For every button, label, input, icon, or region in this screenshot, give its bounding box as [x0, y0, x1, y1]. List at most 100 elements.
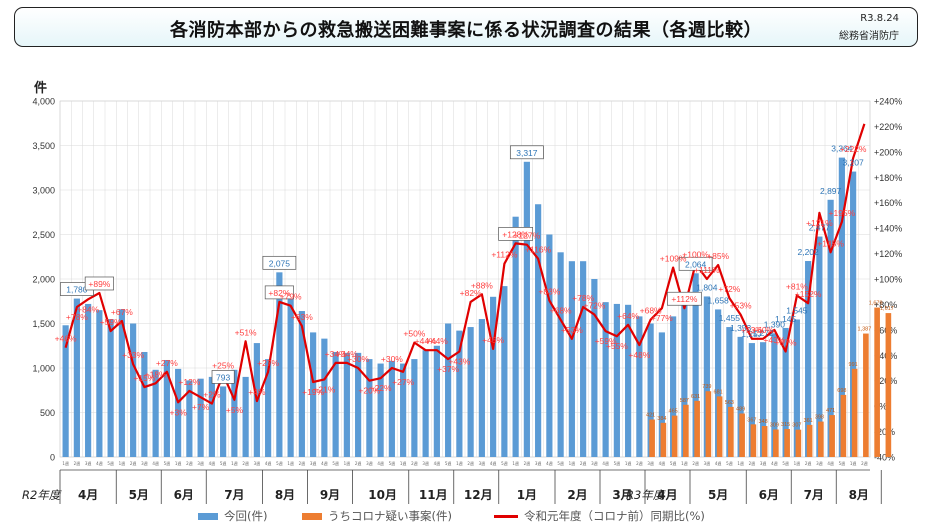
pct-value-label: +60% [752, 325, 774, 335]
bar-main [782, 327, 789, 457]
week-tick-label: 1週 [569, 460, 576, 466]
pct-value-label: +112% [671, 294, 698, 304]
y2-tick-label: +240% [874, 97, 902, 107]
bar-value-label: 1,545 [786, 305, 808, 315]
pct-value-label: +78% [572, 293, 594, 303]
pct-value-label: +50% [403, 329, 425, 339]
bar-covid [851, 368, 858, 457]
pct-value-label: +53% [730, 301, 752, 311]
bar-main [265, 359, 272, 457]
month-label: 5月 [708, 488, 728, 502]
y2-tick-label: +220% [874, 122, 902, 132]
bar-main [411, 359, 418, 457]
week-tick-label: 1週 [175, 460, 182, 466]
pct-value-label: +45% [482, 335, 504, 345]
bar-main [433, 345, 440, 457]
pct-value-label: +63% [291, 312, 313, 322]
y-tick-label: 1,500 [32, 319, 55, 329]
bar-main [580, 261, 587, 457]
pct-value-label: +27% [257, 358, 279, 368]
pct-value-label: +7% [192, 402, 210, 412]
bar-covid [818, 421, 824, 457]
month-label: 10月 [368, 488, 397, 502]
month-label: 7月 [224, 488, 244, 502]
pct-value-label: +85% [707, 251, 729, 261]
week-tick-label: 4週 [377, 460, 384, 466]
bar-main [445, 323, 452, 457]
bar-covid [694, 400, 700, 457]
pct-value-label: +33% [122, 350, 144, 360]
bar-main [400, 363, 407, 457]
covid-value-label: 367 [747, 417, 756, 423]
pct-value-label: +55% [606, 341, 628, 351]
pct-value-label: +20% [358, 386, 380, 396]
pct-label-box [84, 276, 114, 291]
pct-value-label: +46% [55, 334, 77, 344]
bar-value-label: 1,257 [741, 329, 763, 339]
bar-main [118, 309, 125, 457]
bar-covid [750, 424, 757, 457]
pct-value-label: +83% [538, 287, 560, 297]
pct-value-label: +18% [145, 369, 167, 379]
week-tick-label: 4週 [771, 460, 778, 466]
bar-main [523, 161, 530, 458]
week-tick-label: 5週 [839, 460, 846, 466]
pct-value-label: +116% [525, 245, 552, 255]
bar-value-label: 1,390 [764, 319, 786, 329]
bar-main [838, 157, 845, 457]
bar-main [107, 319, 114, 457]
pct-label-box [264, 285, 294, 300]
bar-main [388, 360, 395, 457]
month-label: 9月 [320, 488, 340, 502]
pct-label-box [667, 291, 702, 306]
bar-main [422, 350, 429, 457]
bar-main [310, 332, 317, 457]
pct-value-label: +3% [170, 407, 188, 417]
bar-main [546, 234, 553, 457]
week-tick-label: 4週 [827, 460, 834, 466]
bar-covid [784, 428, 790, 457]
bar-main [152, 369, 159, 457]
fiscal-year-label: R3年度 [626, 488, 667, 502]
covid-value-label: 587 [680, 398, 689, 404]
legend-swatch-line [494, 515, 518, 518]
title-banner: 各消防本部からの救急搬送困難事案に係る状況調査の結果（各週比較） R3.8.24… [14, 7, 918, 47]
bar-covid [806, 424, 813, 457]
bar-main [793, 319, 800, 457]
week-tick-label: 1週 [850, 460, 857, 466]
bar-main [298, 311, 305, 457]
pct-value-label: +89% [88, 279, 110, 289]
bar-main [613, 303, 620, 457]
covid-value-label: 563 [725, 400, 734, 406]
week-tick-label: 1週 [231, 460, 238, 466]
week-tick-label: 1週 [625, 460, 632, 466]
month-label: 6月 [174, 488, 194, 502]
week-tick-label: 1週 [400, 460, 407, 466]
bar-main [366, 359, 373, 457]
report-date: R3.8.24 [860, 13, 899, 24]
pct-value-label: +127% [514, 231, 541, 241]
week-tick-label: 2週 [242, 460, 249, 466]
week-tick-label: 5週 [726, 460, 733, 466]
y2-tick-label: +120% [874, 249, 902, 259]
week-tick-label: 5週 [782, 460, 789, 466]
week-tick-label: 4週 [434, 460, 441, 466]
bar-main [355, 352, 362, 457]
pct-value-label: +43% [448, 356, 470, 366]
week-tick-label: 2週 [355, 460, 362, 466]
pct-value-label: +77% [651, 313, 673, 323]
bar-covid [660, 422, 667, 457]
bar-value-label: 1,804 [696, 282, 718, 292]
week-tick-label: 4週 [209, 460, 216, 466]
bar-main [478, 319, 485, 457]
bar-covid [773, 429, 779, 457]
bar-main [602, 302, 609, 457]
pct-value-label: +30% [381, 354, 403, 364]
bar-value-label: 793 [216, 372, 230, 382]
week-tick-label: 3週 [366, 460, 373, 466]
bar-main [208, 376, 215, 457]
y-tick-label: 0 [50, 453, 55, 463]
y-tick-label: 2,500 [32, 230, 55, 240]
week-tick-label: 1週 [344, 460, 351, 466]
bar-value-label: 1,455 [719, 313, 741, 323]
